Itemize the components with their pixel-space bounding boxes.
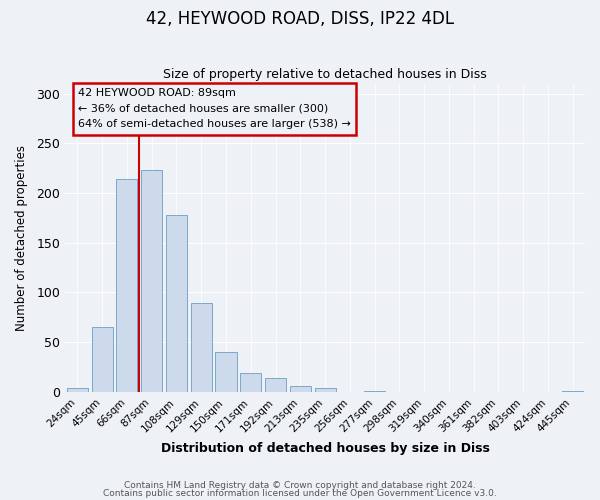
Text: 42, HEYWOOD ROAD, DISS, IP22 4DL: 42, HEYWOOD ROAD, DISS, IP22 4DL	[146, 10, 454, 28]
Bar	[92, 328, 113, 392]
Text: Contains public sector information licensed under the Open Government Licence v3: Contains public sector information licen…	[103, 489, 497, 498]
Title: Size of property relative to detached houses in Diss: Size of property relative to detached ho…	[163, 68, 487, 81]
Text: Contains HM Land Registry data © Crown copyright and database right 2024.: Contains HM Land Registry data © Crown c…	[124, 480, 476, 490]
X-axis label: Distribution of detached houses by size in Diss: Distribution of detached houses by size …	[161, 442, 490, 455]
Bar	[191, 304, 212, 392]
Bar	[314, 388, 335, 392]
Bar	[116, 179, 137, 392]
Y-axis label: Number of detached properties: Number of detached properties	[15, 145, 28, 331]
Bar	[166, 215, 187, 392]
Bar	[562, 391, 583, 392]
Bar	[290, 386, 311, 392]
Bar	[240, 373, 261, 392]
Bar	[215, 352, 236, 392]
Bar	[67, 388, 88, 392]
Bar	[141, 170, 162, 392]
Bar	[364, 391, 385, 392]
Text: 42 HEYWOOD ROAD: 89sqm
← 36% of detached houses are smaller (300)
64% of semi-de: 42 HEYWOOD ROAD: 89sqm ← 36% of detached…	[78, 88, 351, 130]
Bar	[265, 378, 286, 392]
